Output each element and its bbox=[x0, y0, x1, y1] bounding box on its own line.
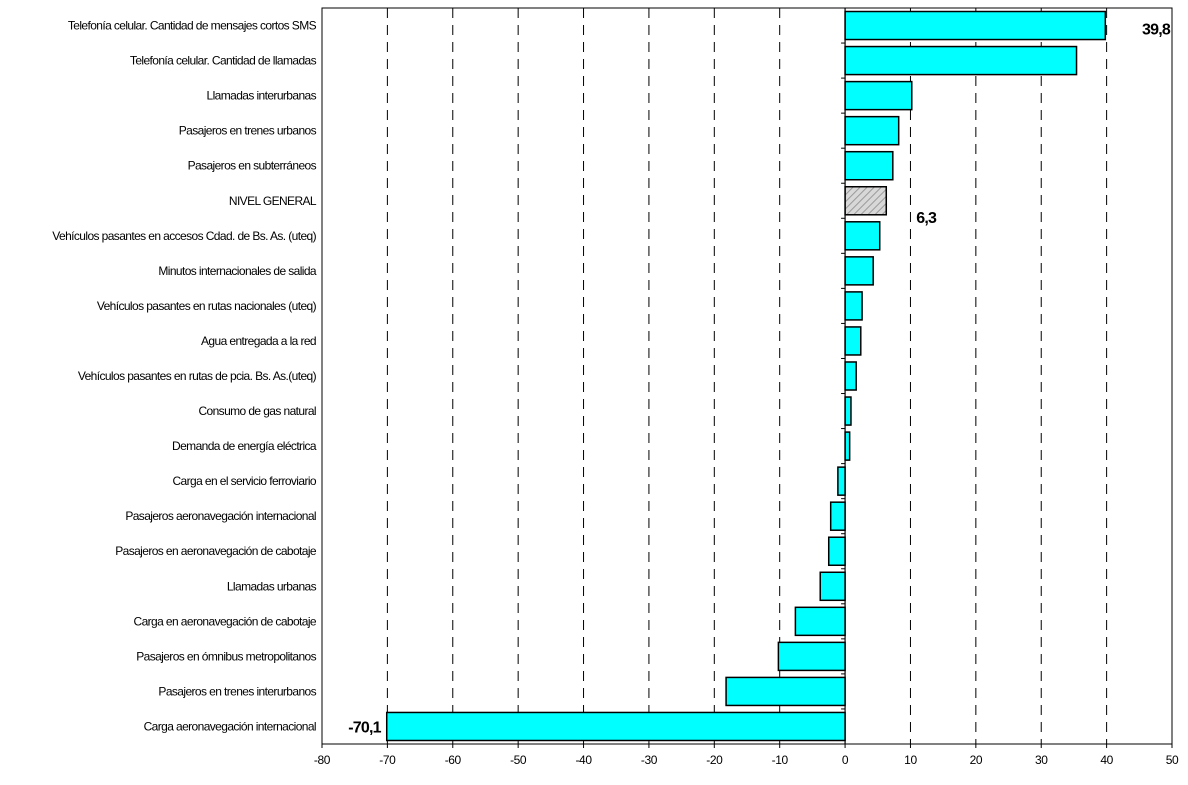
category-label-14: Pasajeros aeronavegación internacional bbox=[125, 509, 316, 523]
x-tick-label-3: -50 bbox=[510, 753, 527, 767]
category-label-15: Pasajeros en aeronavegación de cabotaje bbox=[115, 544, 317, 558]
category-label-12: Demanda de energía eléctrica bbox=[172, 439, 317, 453]
x-tick-label-1: -70 bbox=[379, 753, 396, 767]
bar-2 bbox=[844, 80, 913, 111]
data-labels: 39,8 6,3 -70,1 bbox=[348, 22, 1171, 737]
bar-15 bbox=[827, 536, 846, 567]
plot-area bbox=[321, 7, 1173, 745]
bar-17 bbox=[794, 606, 846, 637]
category-label-13: Carga en el servicio ferroviario bbox=[172, 474, 316, 488]
category-label-20: Carga aeronavegación internacional bbox=[144, 719, 316, 733]
bar-13 bbox=[837, 466, 846, 496]
x-tick-label-7: -10 bbox=[772, 753, 789, 767]
bars bbox=[385, 10, 1107, 742]
category-label-9: Agua entregada a la red bbox=[201, 334, 316, 348]
category-label-6: Vehículos pasantes en accesos Cdad. de B… bbox=[52, 229, 316, 243]
axes bbox=[321, 7, 1173, 748]
category-label-4: Pasajeros en subterráneos bbox=[188, 159, 317, 173]
data-label-1: 6,3 bbox=[916, 210, 937, 227]
category-label-19: Pasajeros en trenes interurbanos bbox=[158, 684, 316, 698]
data-label-2: -70,1 bbox=[348, 719, 381, 736]
bar-16 bbox=[819, 571, 846, 602]
category-label-10: Vehículos pasantes en rutas de pcia. Bs.… bbox=[78, 369, 317, 383]
bar-1 bbox=[844, 45, 1078, 76]
x-tick-label-5: -30 bbox=[641, 753, 658, 767]
x-tick-label-2: -60 bbox=[445, 753, 462, 767]
category-label-5: NIVEL GENERAL bbox=[229, 194, 317, 208]
x-tick-label-8: 0 bbox=[842, 753, 849, 767]
category-label-18: Pasajeros en ómnibus metropolitanos bbox=[136, 649, 316, 663]
category-label-1: Telefonía celular. Cantidad de llamadas bbox=[130, 54, 317, 68]
x-tick-label-13: 50 bbox=[1166, 753, 1179, 767]
bar-9 bbox=[844, 326, 862, 356]
bar-18 bbox=[777, 641, 846, 672]
x-tick-label-12: 40 bbox=[1100, 753, 1113, 767]
category-labels: Telefonía celular. Cantidad de mensajes … bbox=[52, 19, 317, 734]
bar-14 bbox=[829, 501, 846, 531]
category-label-17: Carga en aeronavegación de cabotaje bbox=[134, 614, 317, 628]
category-label-7: Minutos internacionales de salida bbox=[158, 264, 317, 278]
bar-5 bbox=[844, 185, 888, 216]
bar-20 bbox=[385, 711, 846, 742]
bar-10 bbox=[844, 361, 857, 391]
x-tick-label-11: 30 bbox=[1035, 753, 1048, 767]
bar-4 bbox=[844, 150, 894, 181]
category-label-16: Llamadas urbanas bbox=[227, 579, 317, 593]
bar-3 bbox=[844, 115, 900, 146]
bar-12 bbox=[844, 431, 851, 461]
x-tick-label-0: -80 bbox=[314, 753, 331, 767]
x-tick-label-4: -40 bbox=[575, 753, 592, 767]
bar-19 bbox=[725, 676, 846, 707]
category-label-8: Vehículos pasantes en rutas nacionales (… bbox=[97, 299, 317, 313]
grid-lines bbox=[386, 8, 1108, 744]
category-label-11: Consumo de gas natural bbox=[198, 404, 316, 418]
bar-0 bbox=[844, 10, 1107, 41]
category-label-0: Telefonía celular. Cantidad de mensajes … bbox=[68, 19, 317, 33]
x-tick-labels: -80 -70 -60 -50 -40 -30 -20 -10 0 10 20 30 40 50 bbox=[314, 753, 1179, 767]
data-label-0: 39,8 bbox=[1142, 22, 1171, 39]
bar-8 bbox=[844, 291, 863, 321]
bar-6 bbox=[844, 221, 881, 251]
category-label-2: Llamadas interurbanas bbox=[207, 89, 317, 103]
x-tick-label-10: 20 bbox=[970, 753, 983, 767]
x-tick-label-9: 10 bbox=[904, 753, 917, 767]
bar-11 bbox=[844, 396, 852, 426]
category-label-3: Pasajeros en trenes urbanos bbox=[179, 124, 317, 138]
x-tick-label-6: -20 bbox=[706, 753, 723, 767]
bar-7 bbox=[844, 256, 874, 286]
